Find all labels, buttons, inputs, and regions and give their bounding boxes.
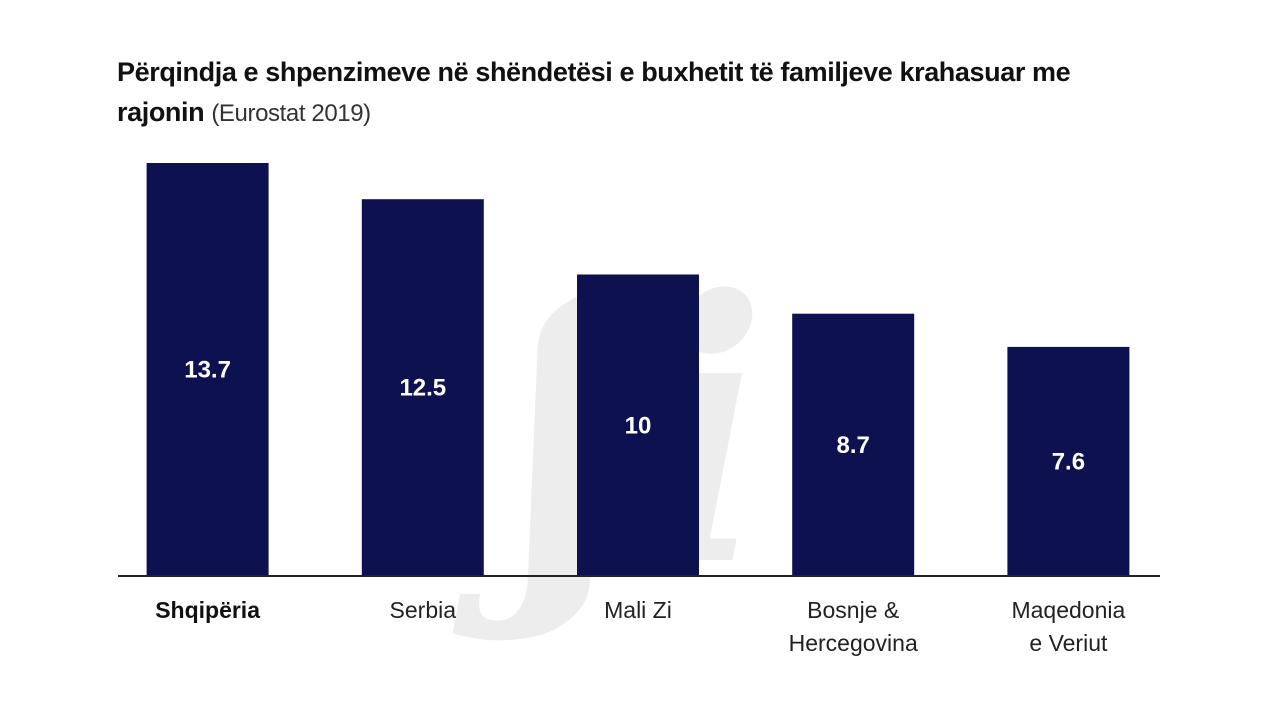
category-label-line: Shqipëria — [155, 597, 260, 623]
bar-value-label-3: 8.7 — [837, 432, 870, 459]
category-label-1: Serbia — [390, 597, 457, 623]
chart-title-text: Përqindja e shpenzimeve në shëndetësi e … — [117, 57, 1071, 127]
category-label-line: Mali Zi — [604, 597, 672, 623]
category-label-line: Serbia — [390, 597, 457, 623]
category-label-line: Hercegovina — [789, 630, 918, 656]
category-label-4: Maqedonia e Veriut — [1011, 597, 1125, 656]
category-label-line: Maqedonia — [1011, 597, 1125, 623]
bar-4 — [1007, 346, 1130, 576]
category-label-line: e Veriut — [1029, 630, 1108, 656]
category-labels-group: Shqipëria Serbia Mali Zi Bosnje & Hercegovin… — [155, 597, 1125, 656]
bar-value-label-4: 7.6 — [1052, 448, 1085, 475]
value-labels-group: 13.7 12.5 10 8.7 7.6 — [184, 357, 1085, 476]
category-label-3: Bosnje & Hercegovina — [789, 597, 918, 656]
chart-title: Përqindja e shpenzimeve në shëndetësi e … — [117, 52, 1117, 134]
category-label-0: Shqipëria — [155, 597, 260, 623]
bars-group — [146, 163, 1130, 576]
bar-2 — [577, 274, 699, 576]
bar-0 — [146, 163, 269, 576]
bar-value-label-0: 13.7 — [184, 357, 231, 384]
category-label-line: Bosnje & — [807, 597, 899, 623]
bar-value-label-1: 12.5 — [399, 375, 446, 402]
bar-1 — [361, 199, 484, 576]
bar-value-label-2: 10 — [625, 412, 652, 439]
category-label-2: Mali Zi — [604, 597, 672, 623]
chart-subtitle: (Eurostat 2019) — [211, 100, 371, 127]
bar-3 — [792, 313, 915, 576]
